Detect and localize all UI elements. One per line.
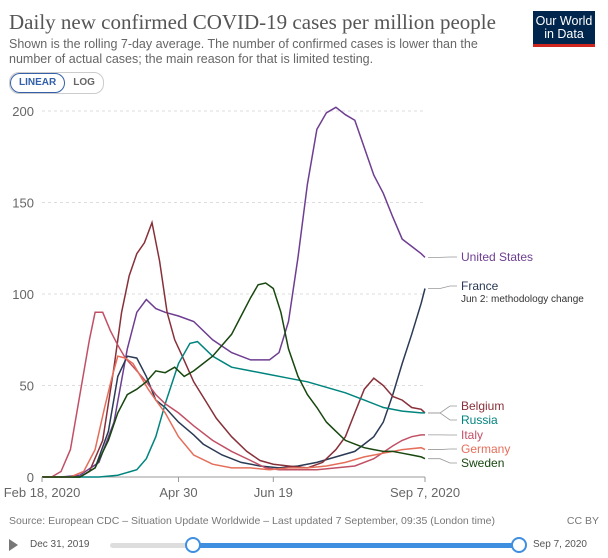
series-label[interactable]: United States (461, 250, 533, 264)
series-label[interactable]: Russia (461, 413, 498, 427)
series-labels: United States France BelgiumRussiaItalyGer… (428, 250, 584, 470)
label-connector (428, 285, 457, 289)
logo-line2: in Data (544, 27, 584, 41)
annotation-methodology: Jun 2: methodology change (461, 294, 584, 305)
x-tick-label: Sep 7, 2020 (390, 485, 460, 500)
label-connector (428, 458, 457, 464)
linear-scale-button[interactable]: LINEAR (10, 73, 66, 93)
series-line-sweden[interactable] (42, 282, 426, 478)
series-label[interactable]: Italy (461, 428, 483, 442)
timeline-end-handle[interactable] (511, 537, 527, 553)
series-line-france[interactable] (42, 288, 426, 478)
series-label[interactable]: Sweden (461, 456, 504, 470)
owid-logo[interactable]: Our World in Data (533, 11, 595, 47)
play-icon[interactable] (9, 539, 18, 551)
series-line-germany[interactable] (42, 355, 426, 478)
timeline[interactable]: Dec 31, 2019 Sep 7, 2020 (0, 534, 608, 556)
series-label[interactable]: Belgium (461, 399, 504, 413)
y-tick-label: 50 (20, 379, 34, 394)
series-line-italy[interactable] (42, 311, 425, 478)
series-label[interactable]: France (461, 279, 499, 293)
y-tick-label: 100 (12, 287, 34, 302)
label-connector (428, 412, 457, 421)
license-link[interactable]: CC BY (566, 515, 599, 527)
log-scale-button[interactable]: LOG (73, 77, 95, 88)
footer: Source: European CDC – Situation Update … (9, 515, 599, 527)
y-tick-label: 0 (27, 470, 34, 485)
timeline-end-label: Sep 7, 2020 (533, 539, 587, 550)
gridlines (42, 110, 425, 478)
x-tick-label: Jun 19 (254, 485, 293, 500)
series-label[interactable]: Germany (461, 442, 510, 456)
y-tick-label: 150 (12, 196, 34, 211)
label-connector (428, 448, 457, 450)
logo-line1: Our World (535, 14, 593, 28)
series-lines (42, 106, 426, 478)
source-note: Source: European CDC – Situation Update … (9, 515, 496, 527)
line-chart[interactable]: United States France BelgiumRussiaItalyGer… (0, 96, 608, 510)
series-line-russia[interactable] (42, 340, 425, 478)
series-line-belgium[interactable] (42, 219, 426, 478)
series-line-united-states[interactable] (42, 106, 426, 478)
chart-subtitle: Shown is the rolling 7-day average. The … (9, 37, 478, 66)
y-tick-label: 200 (12, 104, 34, 119)
chart-title: Daily new confirmed COVID-19 cases per m… (9, 10, 496, 34)
timeline-selection (192, 543, 519, 548)
timeline-start-label: Dec 31, 2019 (30, 539, 90, 550)
x-tick-label: Apr 30 (159, 485, 197, 500)
scale-toggle[interactable]: LINEAR LOG (9, 72, 104, 94)
axes: 0 50 100 150 200 Feb 18, 2020 Apr 30 Jun 19 Sep … (4, 104, 460, 500)
label-connector (428, 405, 457, 414)
timeline-start-handle[interactable] (184, 537, 201, 553)
x-tick-label: Feb 18, 2020 (4, 485, 81, 500)
